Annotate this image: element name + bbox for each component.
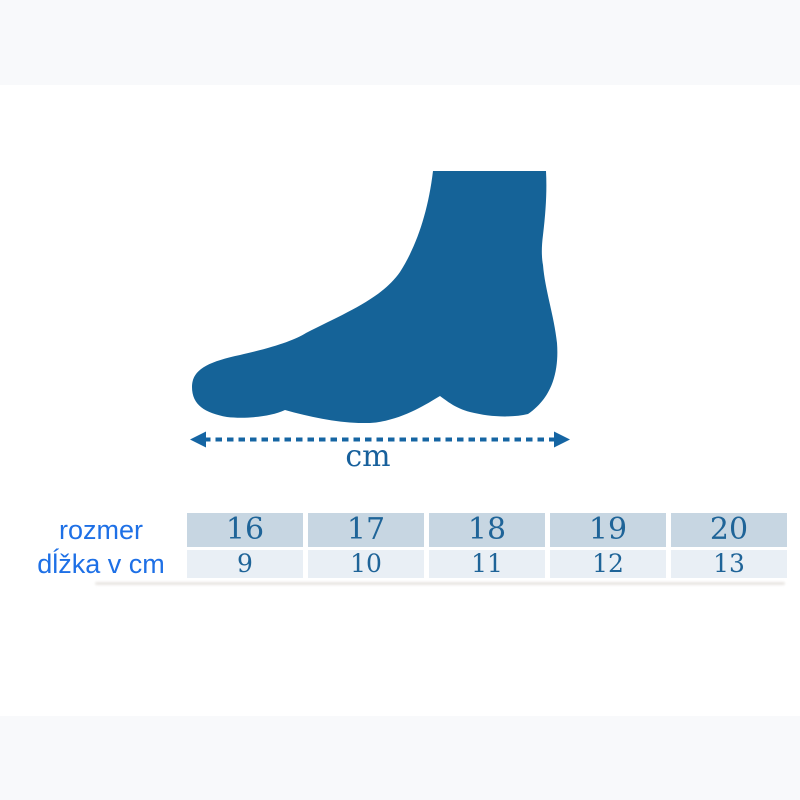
size-cell: 20 (671, 513, 787, 547)
measure-arrow-icon (190, 431, 570, 448)
size-table: rozmer 16 17 18 19 20 dĺžka v cm 9 10 11… (20, 513, 787, 578)
top-band (0, 0, 800, 85)
size-cell: 18 (429, 513, 545, 547)
foot-silhouette-icon (192, 171, 558, 423)
row-label-length: dĺžka v cm (37, 549, 165, 579)
table-shadow (95, 582, 785, 585)
length-cell: 10 (308, 550, 424, 578)
length-cell: 13 (671, 550, 787, 578)
measure-unit-label: cm (345, 439, 391, 474)
size-cell: 19 (550, 513, 666, 547)
length-cell: 12 (550, 550, 666, 578)
size-cell: 16 (187, 513, 303, 547)
row-label-size: rozmer (58, 515, 143, 545)
length-cell: 9 (187, 550, 303, 578)
bottom-band (0, 716, 800, 800)
length-cell: 11 (429, 550, 545, 578)
size-cell: 17 (308, 513, 424, 547)
